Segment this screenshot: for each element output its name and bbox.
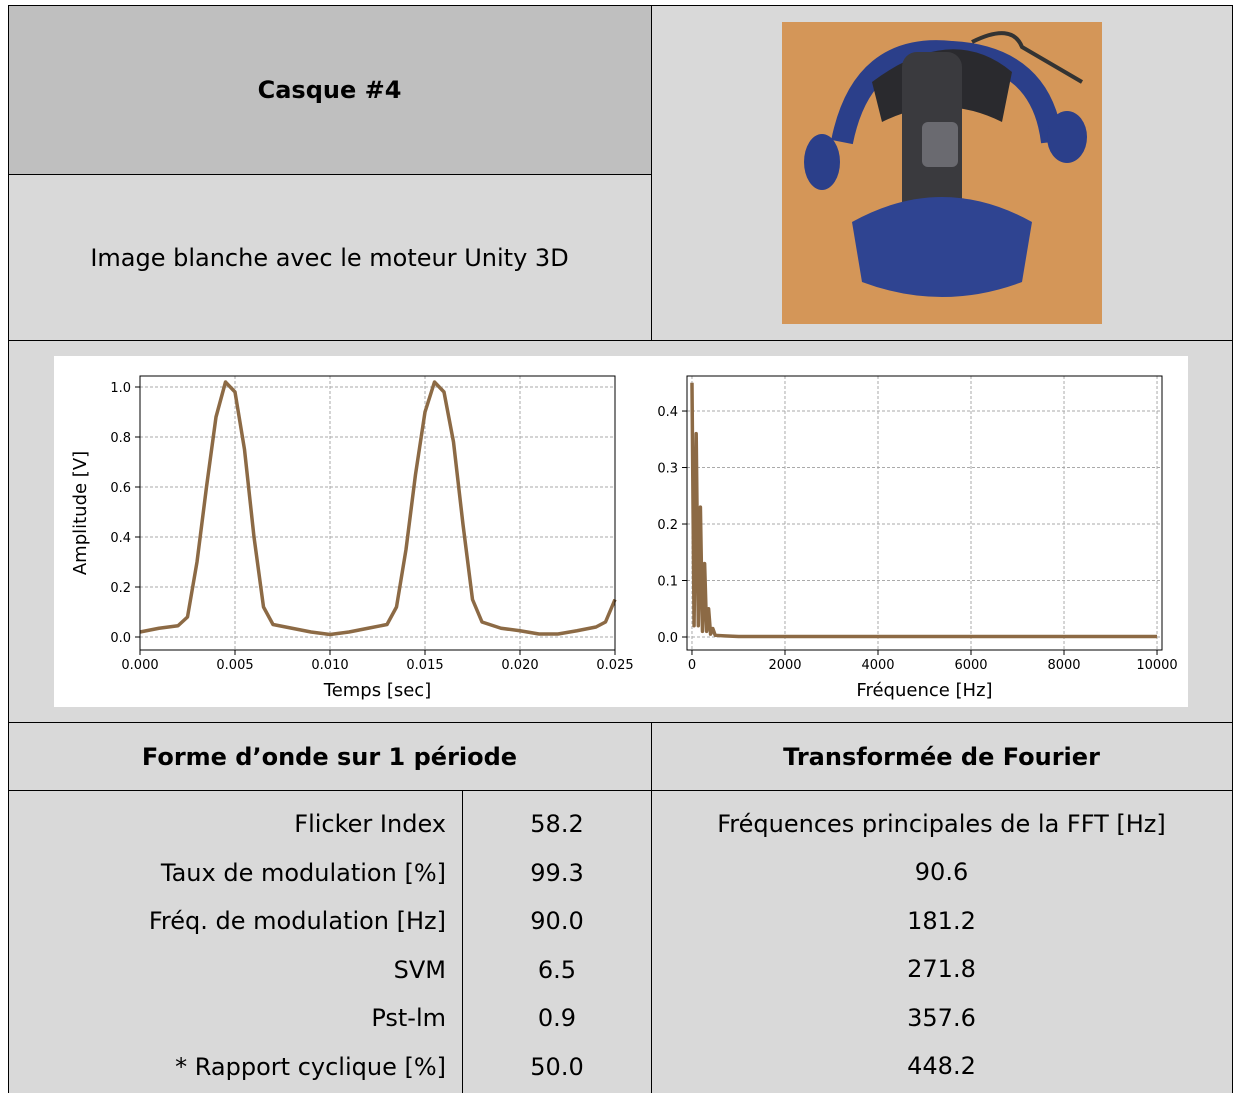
x-tick-label: 0.015 (406, 658, 443, 673)
x-tick-label: 4000 (861, 658, 894, 673)
x-tick-label: 0.025 (596, 658, 633, 673)
border (8, 5, 9, 1093)
border (8, 340, 1233, 341)
y-tick-label: 0.2 (110, 581, 131, 596)
series-line (139, 380, 617, 637)
row-value: 0.9 (537, 1004, 577, 1032)
plot-frame (686, 375, 1163, 651)
x-tick-label: 0.005 (216, 658, 253, 673)
border (8, 790, 1233, 791)
row-label: Fréq. de modulation [Hz] (148, 907, 446, 935)
row-value: 6.5 (537, 955, 577, 984)
x-tick-label: 0.010 (311, 658, 348, 673)
y-tick-label: 0.0 (110, 631, 131, 646)
table-header: Forme d’onde sur 1 période (141, 743, 518, 771)
x-tick-label: 8000 (1047, 658, 1080, 673)
x-tick-label: 0.020 (501, 658, 538, 673)
y-tick-label: 1.0 (110, 381, 131, 396)
y-axis-label: Amplitude [V] (70, 451, 91, 575)
border (8, 174, 651, 175)
y-tick-label: 0.4 (110, 531, 131, 546)
y-tick-label: 0.8 (110, 431, 131, 446)
row-value: 99.3 (530, 858, 584, 887)
border (651, 722, 652, 1093)
border (8, 5, 1233, 6)
fft-value: 90.6 (914, 858, 969, 886)
body-row (8, 790, 1232, 1093)
row-label: Taux de modulation [%] (160, 858, 446, 887)
x-tick-label: 6000 (954, 658, 987, 673)
y-tick-label: 0.3 (657, 462, 678, 477)
border (8, 722, 1233, 723)
fft-value: 357.6 (907, 1003, 976, 1032)
charts: 0.0 0.2 0.4 0.6 0.8 1.0 0.000 0.005 0.010 0.015 0.… (54, 356, 1188, 707)
x-axis-label: Fréquence [Hz] (856, 680, 992, 701)
x-tick-label: 10000 (1136, 658, 1177, 673)
subtitle: Image blanche avec le moteur Unity 3D (90, 244, 569, 272)
table-header: Transformée de Fourier (783, 743, 1100, 771)
row-value: 58.2 (530, 810, 584, 838)
border (651, 5, 652, 341)
fft-header: Fréquences principales de la FFT [Hz] (717, 810, 1166, 838)
header-row (8, 722, 1232, 790)
y-tick-label: 0.0 (657, 631, 678, 646)
fft-value: 181.2 (907, 906, 976, 935)
title: Casque #4 (257, 76, 402, 104)
y-tick-label: 0.4 (657, 405, 678, 420)
x-axis-label: Temps [sec] (323, 680, 431, 701)
border (462, 790, 463, 1093)
title-cell (8, 6, 651, 174)
x-tick-label: 0 (688, 658, 696, 673)
row-value: 50.0 (530, 1052, 584, 1081)
x-tick-label: 0.000 (121, 658, 158, 673)
series-line (690, 382, 1158, 639)
plot-frame (139, 375, 616, 651)
headset-photo (782, 22, 1102, 324)
y-tick-label: 0.1 (657, 575, 678, 590)
border (1232, 5, 1233, 1093)
row-label: * Rapport cyclique [%] (175, 1052, 446, 1081)
row-label: Pst-lm (371, 1004, 446, 1032)
y-tick-label: 0.2 (657, 518, 678, 533)
y-tick-label: 0.6 (110, 481, 131, 496)
x-tick-label: 2000 (768, 658, 801, 673)
row-label: Flicker Index (294, 810, 446, 838)
fft-value: 271.8 (907, 955, 976, 983)
row-label: SVM (393, 955, 446, 984)
row-value: 90.0 (530, 907, 584, 935)
fft-value: 448.2 (907, 1052, 976, 1080)
subtitle-cell (8, 174, 651, 340)
